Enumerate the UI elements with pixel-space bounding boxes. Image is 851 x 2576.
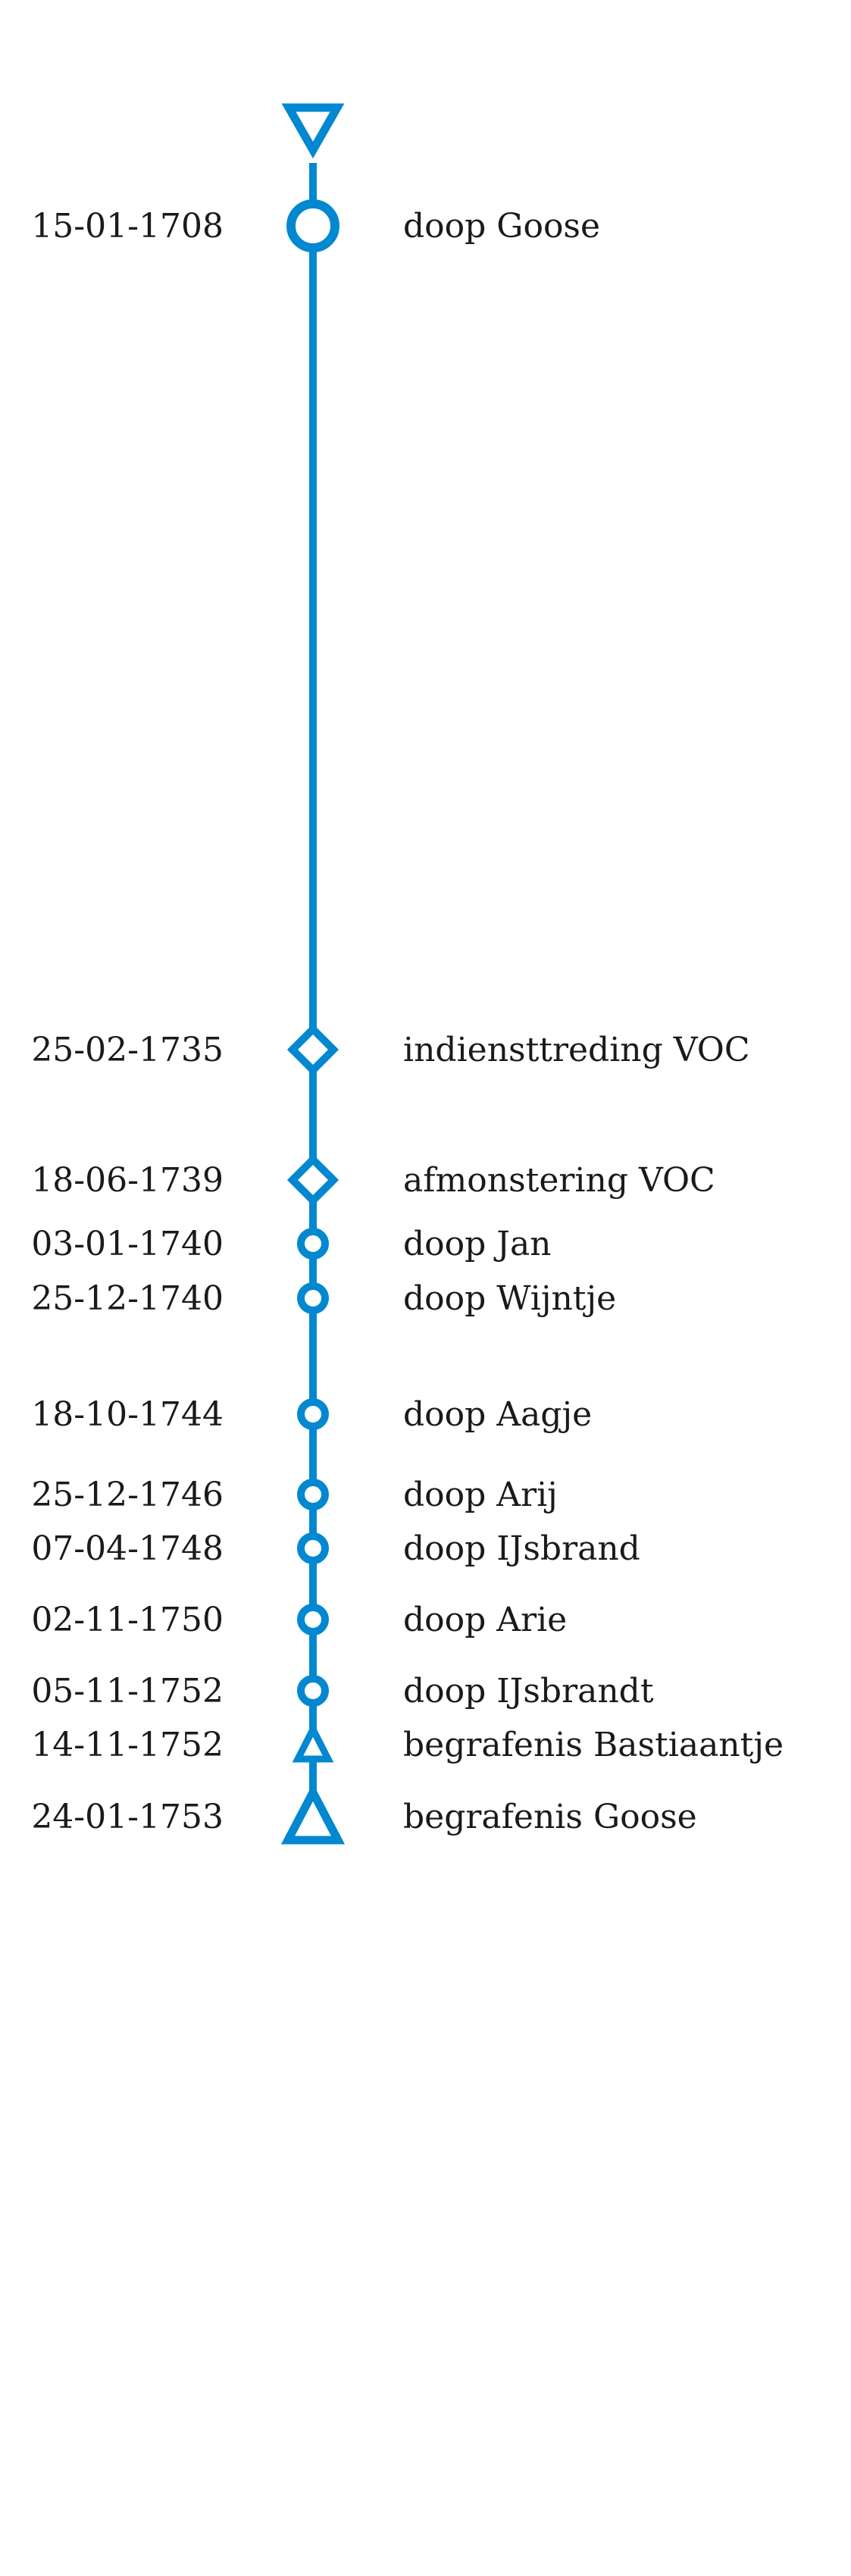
event-date: 25-02-1735 xyxy=(31,1031,224,1069)
small-circle-icon xyxy=(297,1479,329,1510)
event-date: 24-01-1753 xyxy=(31,1798,224,1836)
event-label: indiensttreding VOC xyxy=(403,1031,750,1069)
triangle-icon xyxy=(280,1783,346,1845)
diamond-icon xyxy=(286,1023,339,1076)
event-label: doop Wijntje xyxy=(403,1279,616,1318)
event-label: doop IJsbrandt xyxy=(403,1672,654,1711)
small-circle-icon xyxy=(297,1675,329,1707)
event-date: 15-01-1708 xyxy=(31,207,224,246)
event-date: 14-11-1752 xyxy=(31,1726,224,1764)
small-circle-icon xyxy=(297,1228,329,1260)
event-label: begrafenis Goose xyxy=(403,1798,697,1836)
event-date: 18-06-1739 xyxy=(31,1161,224,1200)
event-date: 25-12-1746 xyxy=(31,1476,224,1514)
small-circle-icon xyxy=(297,1532,329,1564)
event-date: 02-11-1750 xyxy=(31,1601,224,1639)
event-date: 03-01-1740 xyxy=(31,1225,224,1263)
event-label: doop Arie xyxy=(403,1601,567,1639)
event-date: 07-04-1748 xyxy=(31,1529,224,1568)
circle-icon xyxy=(286,199,339,252)
event-date: 18-10-1744 xyxy=(31,1395,224,1434)
event-label: begrafenis Bastiaantje xyxy=(403,1726,784,1764)
diamond-icon xyxy=(286,1153,339,1207)
event-label: doop Jan xyxy=(403,1225,552,1263)
event-label: doop Aagje xyxy=(403,1395,592,1434)
small-circle-icon xyxy=(297,1282,329,1314)
event-label: doop Arij xyxy=(403,1476,558,1514)
small-triangle-icon xyxy=(292,1722,334,1763)
event-label: afmonstering VOC xyxy=(403,1161,715,1200)
event-label: doop Goose xyxy=(403,207,600,246)
small-circle-icon xyxy=(297,1604,329,1635)
small-circle-icon xyxy=(297,1398,329,1430)
down-triangle-icon xyxy=(281,103,345,159)
event-date: 25-12-1740 xyxy=(31,1279,224,1318)
event-date: 05-11-1752 xyxy=(31,1672,224,1711)
event-label: doop IJsbrand xyxy=(403,1529,640,1568)
